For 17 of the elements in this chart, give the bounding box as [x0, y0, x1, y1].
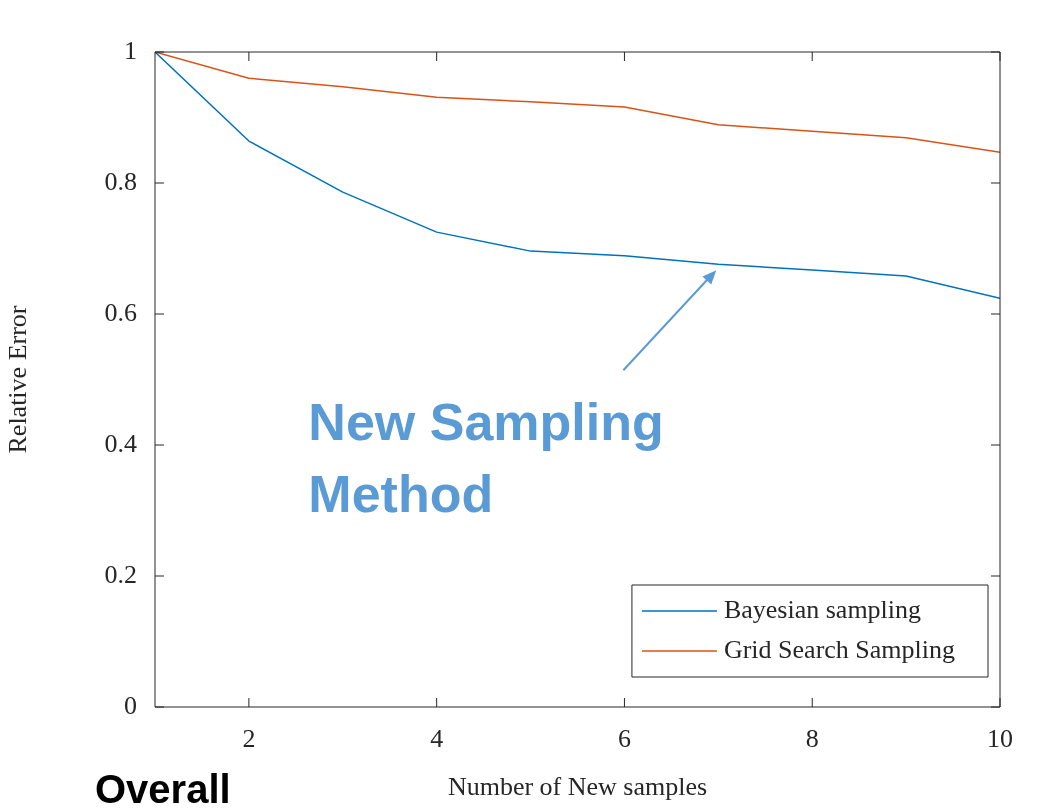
text: Overall [95, 767, 231, 808]
x-tick-label: 6 [617, 724, 631, 754]
annotation: New Sampling Method [308, 393, 664, 524]
y-tick-label: 0.2 [104, 559, 137, 589]
y-tick-label: 0.6 [104, 297, 137, 327]
x-tick-label: 10 [987, 724, 1013, 754]
y-tick-label: 0.8 [104, 166, 137, 196]
x-axis-title: Number of New samples [447, 772, 708, 802]
y-axis-title: Relative Error [3, 305, 33, 454]
x-tick-label: 8 [805, 724, 819, 754]
y-tick-label: 1 [124, 35, 137, 65]
legend-label: Grid Search Sampling [723, 634, 956, 664]
y-tick-label: 0 [124, 690, 137, 720]
x-tick-label: 4 [430, 724, 444, 754]
y-tick-label: 0.4 [104, 428, 137, 458]
x-tick-label: 2 [242, 724, 256, 754]
legend-label: Bayesian sampling [723, 594, 922, 624]
